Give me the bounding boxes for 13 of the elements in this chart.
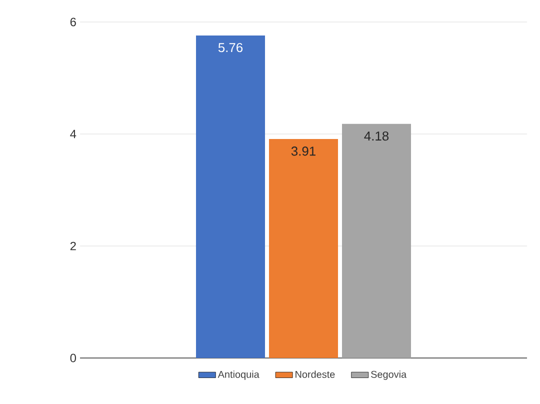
y-tick-label: 4 [70, 130, 76, 138]
legend-label: Segovia [371, 370, 407, 380]
legend-label: Antioquia [218, 370, 260, 380]
legend-label: Nordeste [296, 370, 335, 378]
y-tick-label: 0 [70, 354, 76, 362]
bar [196, 35, 266, 358]
y-tick-label: 2 [70, 242, 76, 250]
bar [269, 139, 338, 358]
data-label: 3.91 [291, 146, 316, 156]
data-label: 4.18 [364, 131, 389, 141]
bar [342, 124, 412, 358]
y-tick-label: 6 [70, 18, 76, 26]
data-label: 5.76 [218, 42, 243, 52]
